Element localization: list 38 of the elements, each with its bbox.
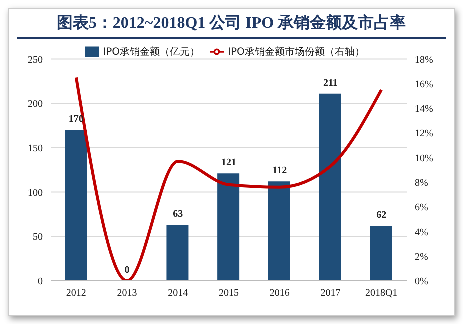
- data-label: 62: [376, 210, 387, 222]
- bar: [65, 130, 87, 281]
- legend-label: IPO承销金额市场份额（右轴）: [228, 47, 365, 58]
- y2-tick-label: 4%: [415, 227, 428, 238]
- legend-label: IPO承销金额（亿元）: [103, 47, 200, 58]
- y2-tick-label: 14%: [415, 104, 434, 116]
- y2-tick-label: 12%: [415, 128, 434, 140]
- y-tick-label: 200: [28, 99, 43, 110]
- data-label: 0: [124, 265, 130, 276]
- y-tick-label: 250: [28, 54, 43, 66]
- x-tick-label: 2016: [270, 288, 290, 300]
- x-tick-label: 2012: [66, 288, 86, 300]
- y-tick-label: 50: [33, 232, 43, 244]
- y2-tick-label: 6%: [415, 202, 428, 214]
- x-tick-label: 2014: [168, 288, 188, 300]
- bar: [319, 94, 342, 281]
- x-tick-label: 2015: [219, 288, 239, 300]
- y2-tick-label: 8%: [415, 178, 428, 189]
- x-tick-label: 2013: [117, 288, 138, 300]
- data-label: 112: [272, 166, 288, 177]
- data-label: 121: [222, 158, 236, 169]
- y-tick-label: 150: [28, 144, 43, 155]
- data-label: 63: [173, 209, 184, 220]
- y2-tick-label: 10%: [415, 153, 434, 164]
- data-label: 211: [323, 78, 338, 89]
- x-tick-label: 2018Q1: [365, 288, 398, 300]
- chart-title: 图表5：2012~2018Q1 公司 IPO 承销金额及市占率: [17, 13, 446, 39]
- bar: [218, 174, 240, 281]
- y2-tick-label: 18%: [415, 54, 434, 66]
- y-tick-label: 100: [28, 188, 43, 199]
- y-tick-label: 0: [38, 276, 43, 288]
- y2-tick-label: 16%: [415, 79, 434, 90]
- y2-tick-label: 0%: [415, 276, 428, 288]
- bar: [268, 182, 290, 281]
- bar: [166, 225, 189, 281]
- y2-tick-label: 2%: [415, 252, 428, 263]
- bar: [370, 226, 392, 281]
- x-tick-label: 2017: [320, 288, 341, 300]
